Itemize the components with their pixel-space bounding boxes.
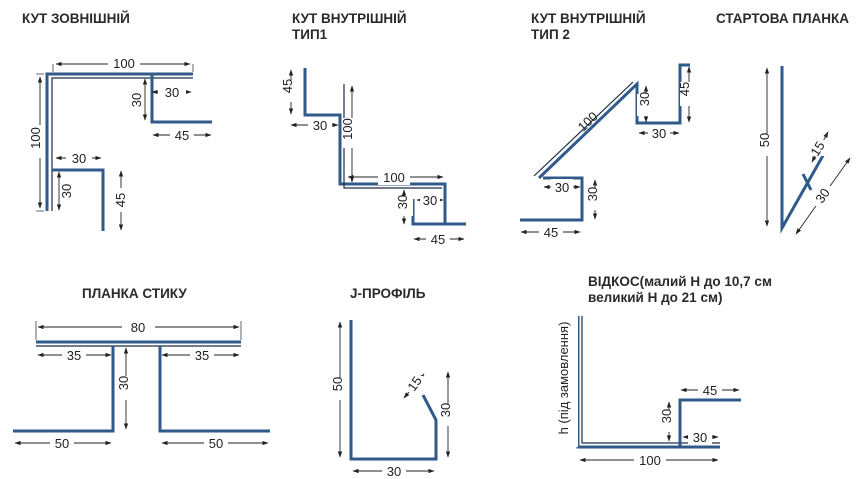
- title-startova-planka: СТАРТОВА ПЛАНКА: [716, 11, 850, 26]
- dim-35-right: 35: [195, 348, 209, 363]
- profile-step: [678, 398, 741, 447]
- title-line-1: КУТ ВНУТРІШНІЙ: [292, 11, 407, 26]
- dim-100-horizontal: 100: [383, 170, 405, 185]
- dim-45-bottom: 45: [431, 232, 445, 247]
- dim-30-flange-h: 30: [72, 151, 86, 166]
- dim-30-diag: 30: [812, 185, 833, 205]
- dim-30-horizontal: 30: [693, 430, 707, 445]
- dim-45: 45: [703, 383, 717, 398]
- dim-50: 50: [330, 377, 345, 391]
- title-line-2: ТИП1: [292, 27, 328, 42]
- drawing-kut-zovnishnii: 100 100 30 30 45 30 30 45: [28, 56, 212, 231]
- dim-50: 50: [757, 133, 772, 147]
- dim-100-vertical: 100: [340, 118, 355, 140]
- drawing-vidkos: h (під замовлення) 45 30 30 100: [556, 316, 741, 468]
- dim-50-left: 50: [55, 436, 69, 451]
- dim-15: 15: [807, 139, 827, 159]
- dim-100: 100: [639, 453, 661, 468]
- profile-inner: [533, 81, 634, 177]
- title-line-2: ТИП 2: [531, 27, 570, 42]
- title-kut-vnutrishnii-typ1: КУТ ВНУТРІШНІЙ ТИП1: [292, 11, 407, 43]
- dim-15: 15: [404, 373, 425, 393]
- dim-30-step-h: 30: [165, 85, 179, 100]
- profile-bottom: [520, 176, 584, 222]
- dim-100-left: 100: [28, 127, 43, 149]
- profile-diagonal: [537, 63, 690, 180]
- dim-30-flange-v: 30: [59, 184, 74, 198]
- profile-left: [13, 346, 115, 433]
- title-line-2: великий Н до 21 см): [588, 290, 723, 305]
- profile-flange: [52, 168, 105, 231]
- drawing-startova-planka: 50 15 30: [757, 66, 851, 235]
- title-kut-zovnishnii: КУТ ЗОВНІШНІЙ: [22, 11, 130, 26]
- dim-30-horizontal: 30: [387, 464, 401, 479]
- profile-main: [576, 316, 720, 449]
- dim-h-note: h (під замовлення): [556, 322, 571, 435]
- dim-30-bottom-h: 30: [555, 180, 569, 195]
- profile-outer: [45, 72, 193, 211]
- title-line-1: ВІДКОС(малий Н до 10,7 см: [588, 274, 772, 289]
- dim-30-left: 30: [313, 118, 327, 133]
- drawing-j-profil: 50 15 30 30: [330, 320, 457, 479]
- profile-inner: [581, 316, 720, 444]
- dim-45-left: 45: [280, 79, 295, 93]
- dim-30-mid-h: 30: [652, 126, 666, 141]
- title-kut-vnutrishnii-typ2: КУТ ВНУТРІШНІЙ ТИП 2: [531, 11, 646, 43]
- dim-50-right: 50: [209, 436, 223, 451]
- dim-30-step-v: 30: [129, 93, 144, 107]
- dim-80: 80: [131, 320, 145, 335]
- dim-45-flange: 45: [113, 193, 128, 207]
- dim-45-step: 45: [175, 128, 189, 143]
- dim-100-top: 100: [113, 56, 135, 71]
- dim-30-vertical: 30: [659, 409, 674, 423]
- title-planka-styku: ПЛАНКА СТИКУ: [82, 286, 187, 301]
- dim-45-bottom: 45: [544, 225, 558, 240]
- title-vidkos: ВІДКОС(малий Н до 10,7 см великий Н до 2…: [588, 274, 772, 306]
- profile-inner: [51, 77, 193, 211]
- title-j-profil: J-ПРОФІЛЬ: [350, 286, 426, 301]
- drawing-kut-vnutrishnii-typ2: 100 30 30 45 30 30 45: [520, 63, 698, 240]
- drawing-planka-styku: 80 35 35 30 50 50: [13, 320, 270, 451]
- dim-30-vertical: 30: [116, 376, 131, 390]
- profile-main: [349, 320, 438, 461]
- dim-30-vertical: 30: [438, 403, 453, 417]
- dim-30-mid-v: 30: [637, 92, 652, 106]
- drawing-kut-vnutrishnii-typ1: 45 30 100 100 30 30 45: [280, 68, 466, 247]
- dim-30-bottom-v: 30: [585, 187, 600, 201]
- dim-30-right: 30: [423, 193, 437, 208]
- dim-100-diagonal: 100: [575, 109, 601, 135]
- dim-45-right: 45: [677, 82, 692, 96]
- dim-30-vertical: 30: [395, 195, 410, 209]
- title-line-1: КУТ ВНУТРІШНІЙ: [531, 11, 646, 26]
- profile-right: [158, 346, 270, 433]
- dim-35-left: 35: [67, 348, 81, 363]
